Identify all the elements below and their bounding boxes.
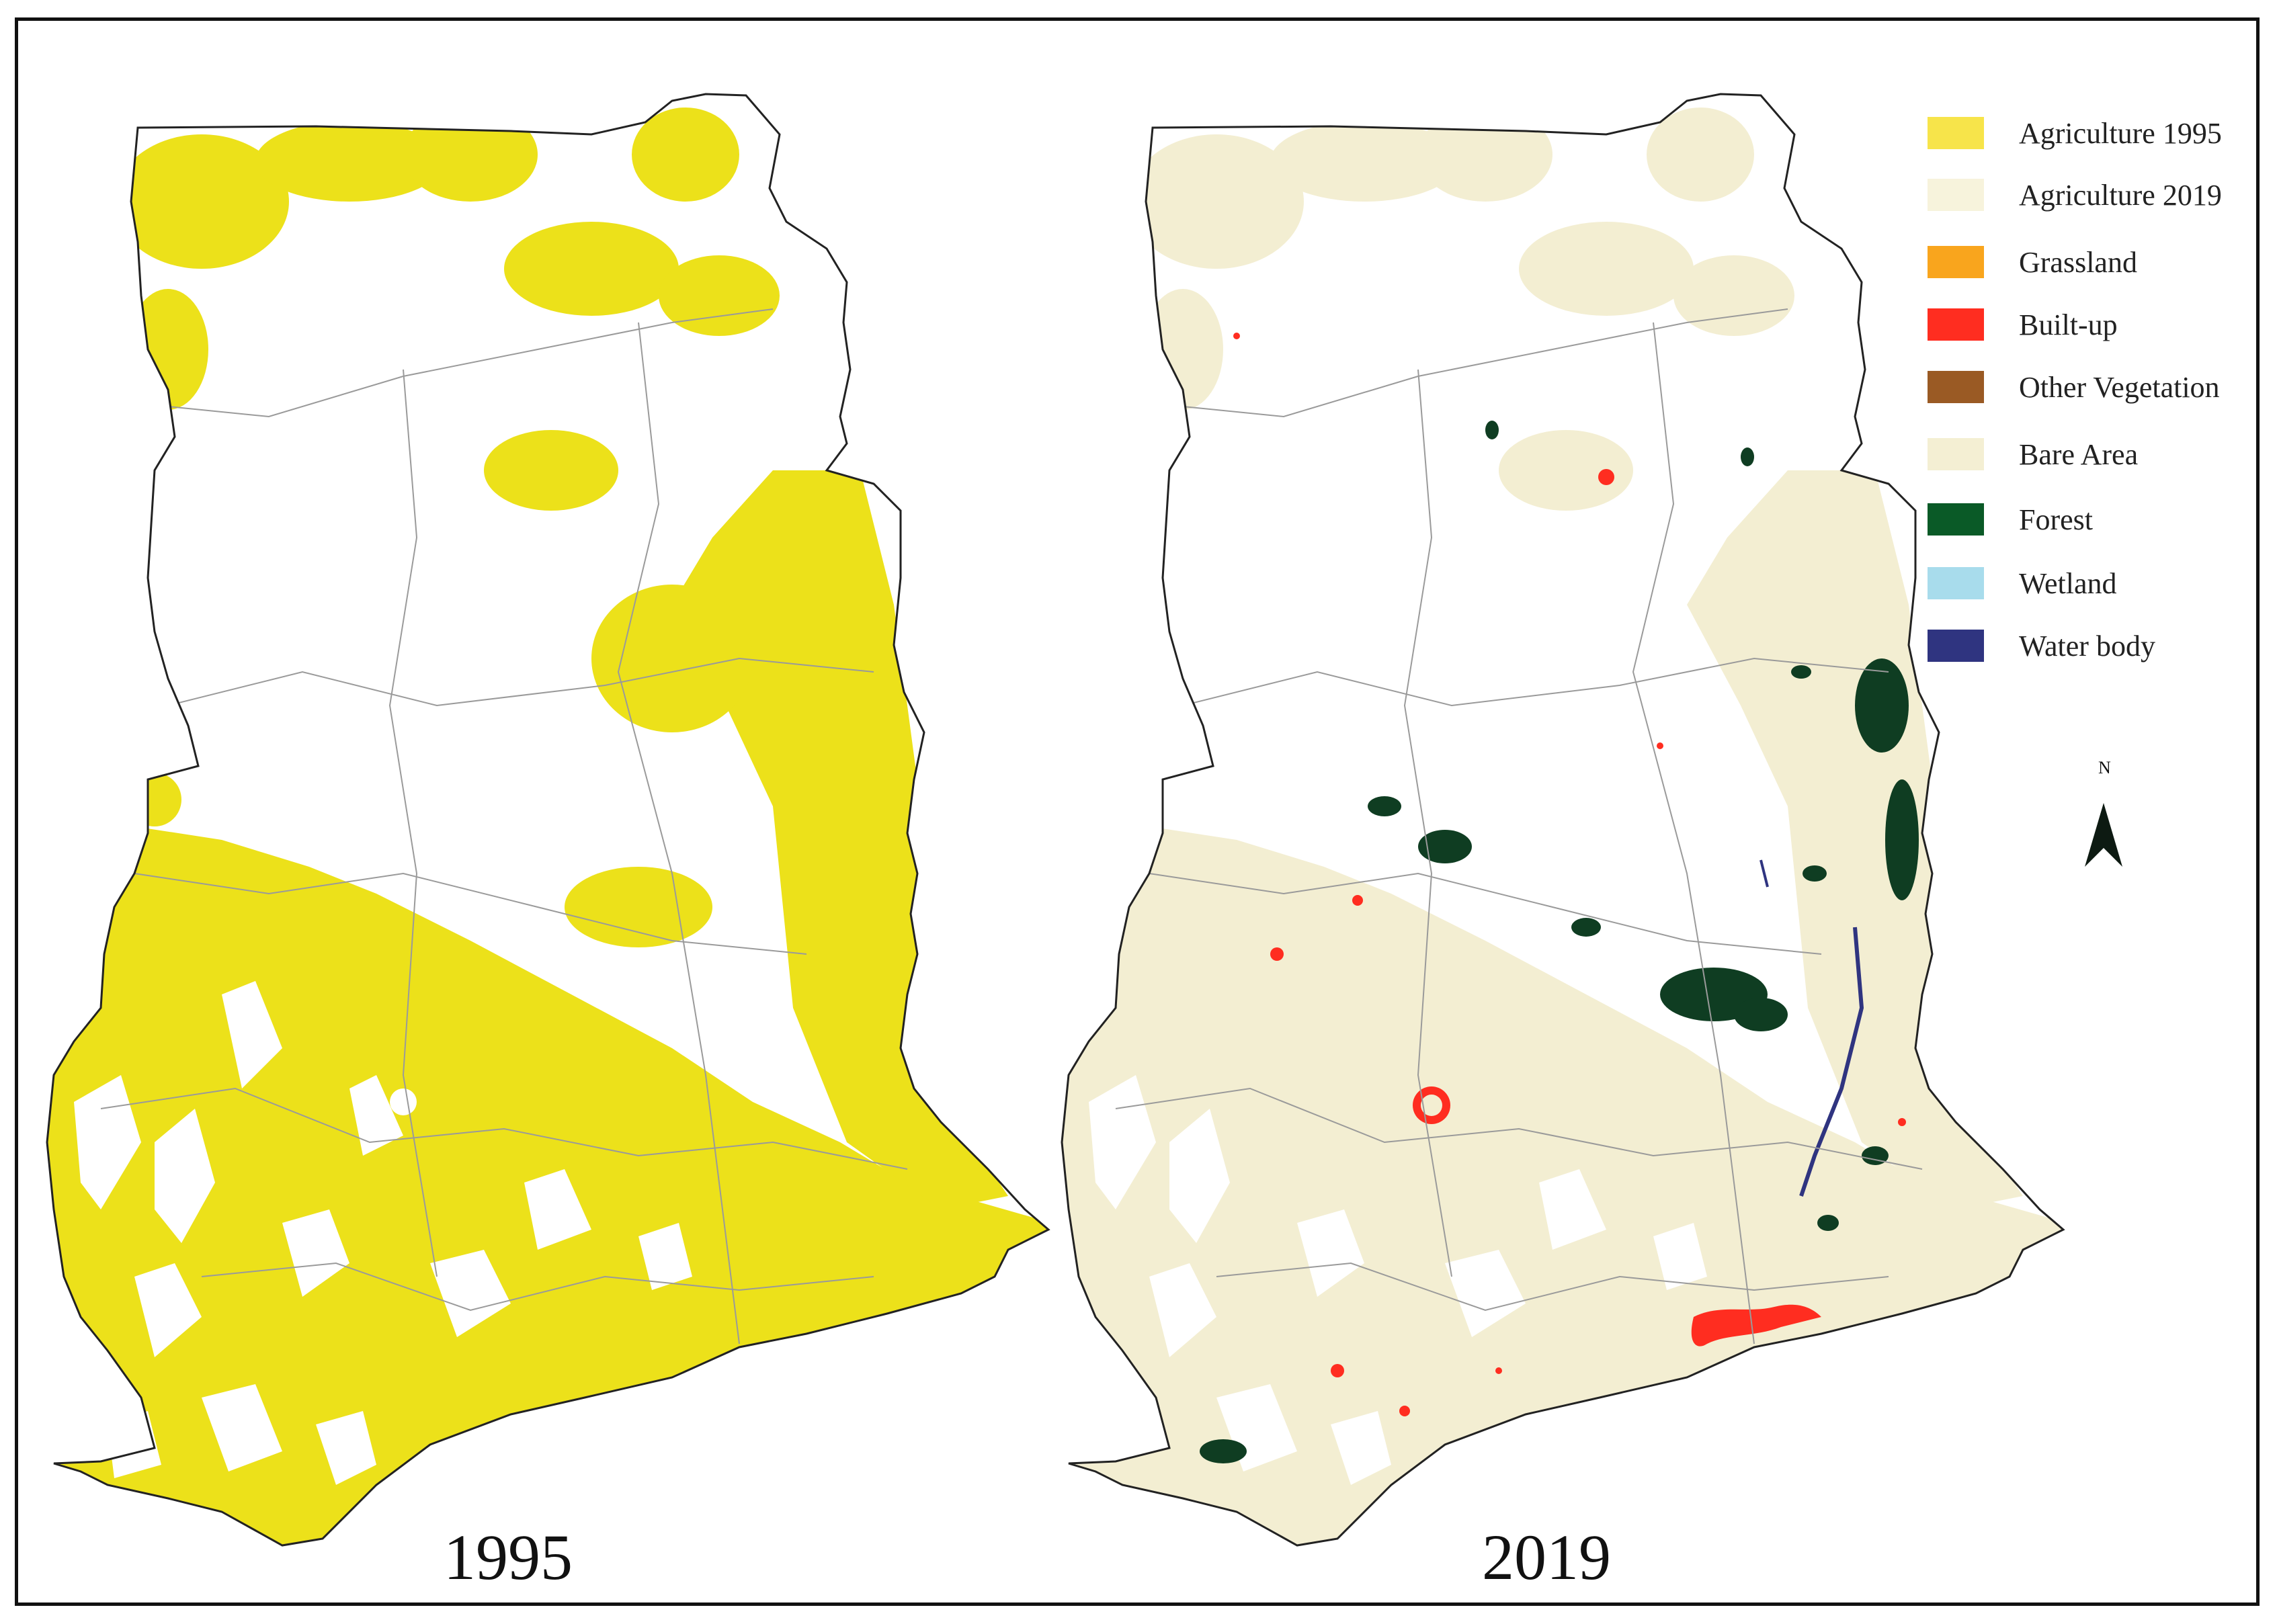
legend-swatch xyxy=(1928,503,1984,536)
legend-swatch xyxy=(1928,117,1984,149)
north-arrow-label: N xyxy=(2098,758,2111,777)
legend-item-built-up: Built-up xyxy=(1928,306,2118,343)
legend-label: Agriculture 2019 xyxy=(2019,178,2222,212)
map-label-2019: 2019 xyxy=(1482,1521,1611,1593)
legend-item-bare-area: Bare Area xyxy=(1928,435,2138,473)
north-arrow-icon xyxy=(2085,803,2122,867)
legend-swatch xyxy=(1928,567,1984,599)
legend-label: Forest xyxy=(2019,503,2093,536)
legend-swatch xyxy=(1928,630,1984,662)
legend-label: Water body xyxy=(2019,629,2155,663)
legend-item-water-body: Water body xyxy=(1928,627,2155,665)
legend-swatch xyxy=(1928,246,1984,278)
legend-item-forest: Forest xyxy=(1928,501,2093,538)
legend-item-grassland: Grassland xyxy=(1928,243,2137,281)
map-1995 xyxy=(46,93,1050,1547)
legend-label: Wetland xyxy=(2019,566,2117,600)
map-label-1995: 1995 xyxy=(444,1521,573,1593)
legend-item-agriculture-2019: Agriculture 2019 xyxy=(1928,176,2222,214)
district-boundaries-1995 xyxy=(100,308,908,1344)
legend-item-wetland: Wetland xyxy=(1928,564,2117,602)
legend-label: Agriculture 1995 xyxy=(2019,116,2222,150)
legend-label: Bare Area xyxy=(2019,437,2139,471)
legend-swatch xyxy=(1928,179,1984,211)
legend-label: Other Vegetation xyxy=(2019,370,2220,404)
legend-label: Grassland xyxy=(2019,245,2137,279)
legend-swatch xyxy=(1928,371,1984,403)
district-boundaries-2019 xyxy=(1115,308,1923,1344)
legend-swatch xyxy=(1928,438,1984,470)
legend-label: Built-up xyxy=(2019,308,2118,341)
legend-swatch xyxy=(1928,308,1984,341)
legend-item-other-vegetation: Other Vegetation xyxy=(1928,368,2220,406)
legend-item-agriculture-1995: Agriculture 1995 xyxy=(1928,114,2222,152)
